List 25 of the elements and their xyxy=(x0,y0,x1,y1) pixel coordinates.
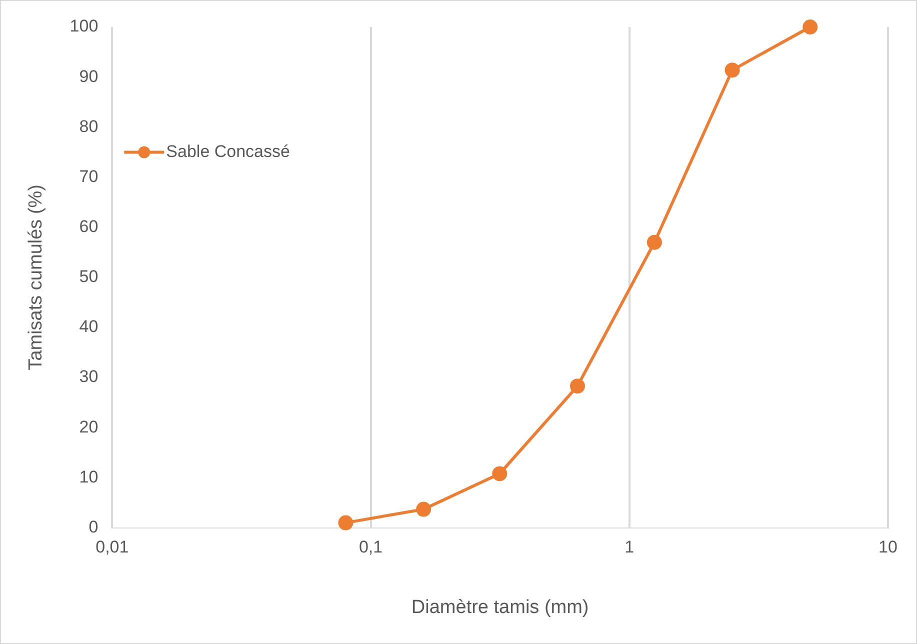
point xyxy=(802,20,818,34)
point xyxy=(416,502,432,517)
y-tick-label: 40 xyxy=(79,317,98,336)
point xyxy=(338,515,354,530)
y-tick-label: 70 xyxy=(79,166,98,186)
y-tick-label: 0 xyxy=(88,517,98,536)
y-tick-label: 30 xyxy=(79,367,98,386)
y-tick-label: 90 xyxy=(79,66,98,86)
point xyxy=(492,466,508,482)
legend-label: Sable Concassé xyxy=(166,142,290,161)
x-tick-label: 10 xyxy=(878,538,898,557)
x-tick-label: 0,1 xyxy=(358,538,383,557)
x-tick-label: 1 xyxy=(624,538,634,557)
point xyxy=(724,62,740,78)
y-tick-label: 80 xyxy=(79,116,98,136)
y-tick-label: 10 xyxy=(79,467,98,486)
point xyxy=(646,234,662,250)
point xyxy=(570,378,585,394)
x-tick-label: 0,01 xyxy=(96,538,129,557)
x-axis-title: Diamètre tamis (mm) xyxy=(411,596,589,618)
y-tick-label: 60 xyxy=(79,217,98,236)
y-tick-label: 20 xyxy=(79,417,98,436)
y-tick-label: 50 xyxy=(79,267,98,286)
y-axis-title: Tamisats cumulés (%) xyxy=(26,184,47,370)
y-tick-label: 100 xyxy=(70,16,98,36)
